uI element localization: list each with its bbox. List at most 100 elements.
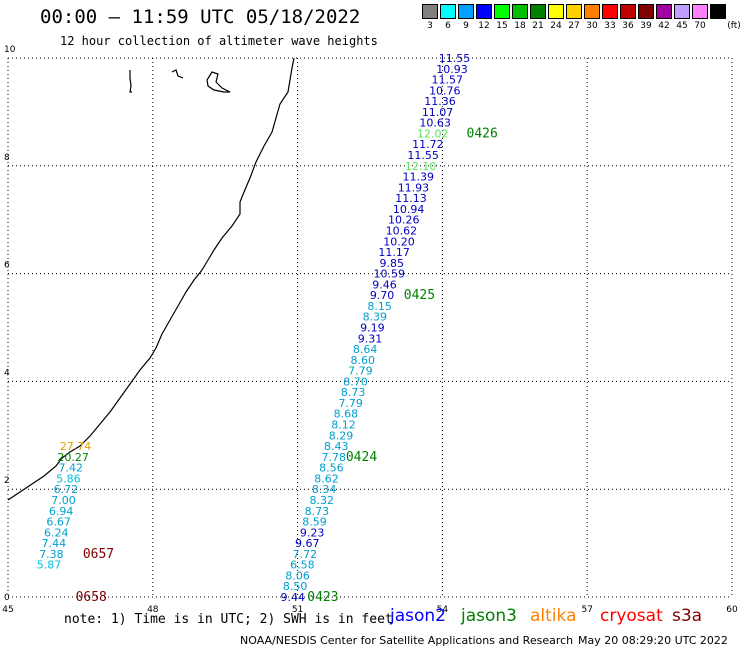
- wave-height-value: 11.93: [398, 181, 430, 194]
- pass-time-label: 0426: [467, 126, 498, 141]
- pass-time-label: 0657: [83, 547, 114, 562]
- wave-height-value: 7.00: [51, 494, 76, 507]
- x-tick-label: 60: [726, 605, 738, 615]
- legend-swatch: [710, 4, 726, 19]
- x-tick-label: 45: [2, 605, 13, 615]
- legend-swatch: [620, 4, 636, 19]
- wave-height-value: 7.72: [293, 548, 318, 561]
- chart-subtitle: 12 hour collection of altimeter wave hei…: [60, 34, 378, 48]
- legend-label: 24: [550, 21, 562, 31]
- legend-label: 9: [463, 21, 469, 31]
- island-1: [129, 70, 132, 93]
- legend-label: 30: [586, 21, 598, 31]
- wave-height-value: 7.79: [348, 365, 373, 378]
- wave-height-value: 11.17: [378, 246, 410, 259]
- legend-swatch: [512, 4, 528, 19]
- wave-height-value: 27.74: [60, 440, 92, 453]
- wave-height-value: 10.20: [383, 235, 415, 248]
- legend-swatch: [602, 4, 618, 19]
- legend-swatch: [584, 4, 600, 19]
- wave-height-value: 11.13: [395, 192, 427, 205]
- legend-label: 3: [427, 21, 433, 31]
- wave-height-value: 10.62: [386, 224, 418, 237]
- y-axis-ticks: 0 2 4 6 8 10: [4, 45, 16, 603]
- legend-label: 12: [478, 21, 490, 31]
- pass-time-label: 0425: [404, 288, 435, 303]
- wave-height-value: 8.29: [329, 429, 354, 442]
- wave-height-value: 10.93: [436, 63, 468, 76]
- wave-height-value: 6.94: [49, 505, 74, 518]
- legend-swatch: [440, 4, 456, 19]
- legend-label: 33: [604, 21, 616, 31]
- wave-height-value: 8.73: [341, 386, 366, 399]
- pass-time-label: 0423: [307, 590, 338, 605]
- legend-label: 18: [514, 21, 526, 31]
- coastline: [7, 57, 295, 501]
- legend-swatch: [638, 4, 654, 19]
- legend-swatch: [494, 4, 510, 19]
- wave-height-value: 8.50: [283, 580, 308, 593]
- legend-swatch: [674, 4, 690, 19]
- wave-height-value: 8.56: [319, 462, 344, 475]
- wave-height-value: 9.31: [358, 332, 383, 345]
- legend-label: 6: [445, 21, 451, 31]
- satellite-name-jason3: jason3: [461, 606, 517, 626]
- y-tick-label: 2: [4, 476, 10, 486]
- credit-line: NOAA/NESDIS Center for Satellite Applica…: [240, 634, 574, 647]
- generated-timestamp: May 20 08:29:20 UTC 2022: [578, 634, 728, 647]
- wave-height-value: 8.12: [331, 419, 356, 432]
- legend-label: 21: [532, 21, 544, 31]
- x-tick-label: 51: [292, 605, 303, 615]
- wave-height-value: 9.19: [360, 322, 385, 335]
- wave-height-value: 7.44: [42, 537, 67, 550]
- satellite-name-cryosat: cryosat: [600, 606, 663, 626]
- satellite-name-s3a: s3a: [672, 606, 703, 626]
- wave-height-value: 6.72: [54, 483, 79, 496]
- legend-label: 15: [496, 21, 508, 31]
- wave-height-value: 11.72: [412, 138, 444, 151]
- y-tick-label: 10: [4, 45, 16, 55]
- x-axis-ticks: 45 48 51 54 57 60: [2, 605, 738, 615]
- wave-height-points: 11.5510.9311.5710.7611.3611.0710.6312.02…: [37, 52, 470, 604]
- island-3: [206, 71, 231, 93]
- wave-height-value: 8.32: [309, 494, 334, 507]
- y-tick-label: 6: [4, 261, 10, 271]
- wave-height-value: 10.76: [429, 84, 461, 97]
- legend-unit: (ft): [727, 21, 740, 31]
- wave-height-value: 9.67: [295, 537, 320, 550]
- wave-height-value: 8.64: [353, 343, 378, 356]
- x-tick-label: 48: [147, 605, 159, 615]
- wave-height-value: 8.34: [312, 483, 337, 496]
- x-tick-label: 57: [581, 605, 592, 615]
- wave-height-value: 11.57: [431, 74, 463, 87]
- pass-time-label: 0658: [76, 590, 107, 605]
- wave-height-value: 8.43: [324, 440, 349, 453]
- wave-height-value: 8.70: [343, 375, 368, 388]
- wave-height-value: 9.23: [300, 526, 325, 539]
- legend-swatch: [692, 4, 708, 19]
- grid-lines: [7, 57, 733, 598]
- wave-height-value: 12.10: [405, 160, 437, 173]
- legend-label: 70: [694, 21, 706, 31]
- legend-swatch: [476, 4, 492, 19]
- wave-height-value: 9.70: [370, 289, 395, 302]
- legend-swatch: [548, 4, 564, 19]
- y-tick-label: 8: [4, 153, 10, 163]
- legend-label: 39: [640, 21, 652, 31]
- wave-height-value: 9.44: [281, 591, 306, 604]
- wave-height-value: 10.94: [393, 203, 425, 216]
- wave-height-value: 20.27: [57, 451, 89, 464]
- legend-swatch: [458, 4, 474, 19]
- satellite-name-altika: altika: [530, 606, 577, 626]
- wave-height-value: 7.78: [322, 451, 347, 464]
- pass-time-label: 0424: [346, 450, 377, 465]
- legend-label: 36: [622, 21, 634, 31]
- legend-swatch: [566, 4, 582, 19]
- legend-swatch: [530, 4, 546, 19]
- wave-height-value: 8.39: [363, 311, 388, 324]
- legend-label: 45: [676, 21, 688, 31]
- y-tick-label: 0: [4, 593, 10, 603]
- wave-height-value: 8.06: [285, 569, 310, 582]
- wave-height-value: 8.15: [367, 300, 392, 313]
